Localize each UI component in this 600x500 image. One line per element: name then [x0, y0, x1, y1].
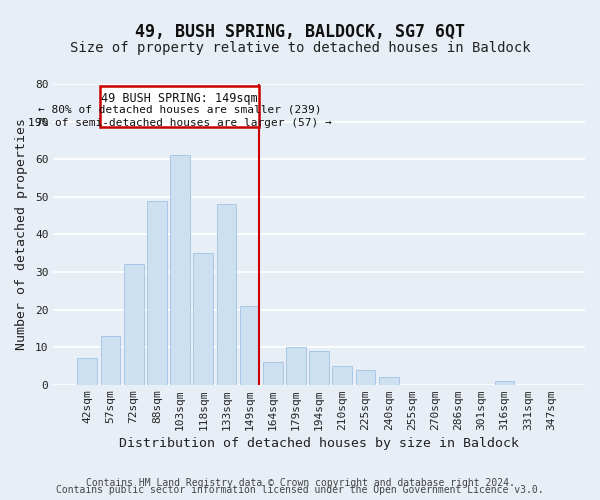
Bar — [495, 381, 514, 384]
Text: 19% of semi-detached houses are larger (57) →: 19% of semi-detached houses are larger (… — [28, 118, 332, 128]
Bar — [286, 347, 306, 385]
Text: Contains public sector information licensed under the Open Government Licence v3: Contains public sector information licen… — [56, 485, 544, 495]
Text: ← 80% of detached houses are smaller (239): ← 80% of detached houses are smaller (23… — [38, 104, 322, 115]
X-axis label: Distribution of detached houses by size in Baldock: Distribution of detached houses by size … — [119, 437, 519, 450]
Bar — [310, 351, 329, 384]
Bar — [332, 366, 352, 384]
Bar — [217, 204, 236, 384]
Text: Size of property relative to detached houses in Baldock: Size of property relative to detached ho… — [70, 41, 530, 55]
Bar — [263, 362, 283, 384]
Bar — [170, 156, 190, 384]
Text: 49, BUSH SPRING, BALDOCK, SG7 6QT: 49, BUSH SPRING, BALDOCK, SG7 6QT — [135, 22, 465, 40]
Text: 49 BUSH SPRING: 149sqm: 49 BUSH SPRING: 149sqm — [101, 92, 258, 104]
FancyBboxPatch shape — [100, 86, 259, 127]
Bar — [379, 377, 398, 384]
Bar — [77, 358, 97, 384]
Text: Contains HM Land Registry data © Crown copyright and database right 2024.: Contains HM Land Registry data © Crown c… — [86, 478, 514, 488]
Bar — [124, 264, 143, 384]
Bar — [147, 200, 167, 384]
Bar — [356, 370, 376, 384]
Bar — [240, 306, 259, 384]
Bar — [193, 253, 213, 384]
Bar — [101, 336, 121, 384]
Y-axis label: Number of detached properties: Number of detached properties — [15, 118, 28, 350]
